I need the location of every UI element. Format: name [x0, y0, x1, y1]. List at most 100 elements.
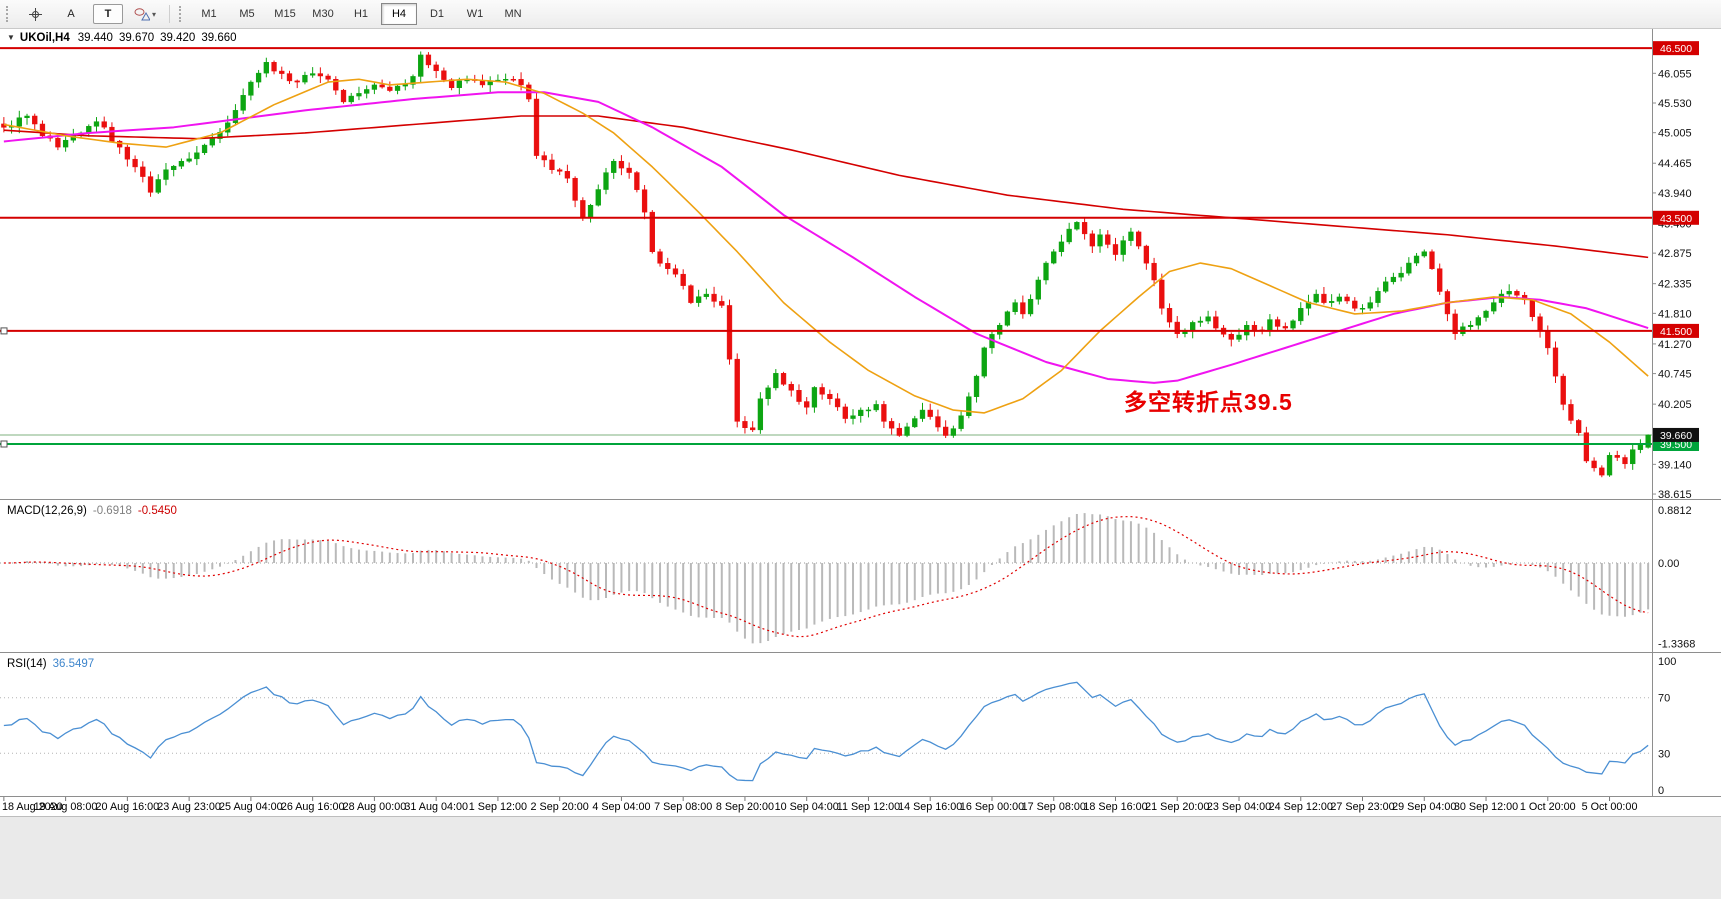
svg-text:43.500: 43.500	[1660, 213, 1692, 225]
price-badge-39.660: 39.660	[1653, 427, 1699, 442]
svg-text:11 Sep 12:00: 11 Sep 12:00	[837, 801, 900, 813]
ma-slow-line	[3, 115, 1649, 259]
rsi-indicator-label: RSI(14) 36.5497	[7, 658, 94, 670]
svg-text:1 Oct 20:00: 1 Oct 20:00	[1520, 801, 1576, 813]
timeframe-button-d1[interactable]: D1	[429, 8, 445, 20]
svg-text:42.335: 42.335	[1658, 279, 1692, 291]
dropdown-caret-icon: ▾	[151, 9, 156, 19]
svg-text:18 Aug 2020: 18 Aug 2020	[2, 801, 63, 813]
svg-text:23 Sep 04:00: 23 Sep 04:00	[1207, 801, 1271, 813]
rsi-value: 36.5497	[52, 658, 95, 670]
svg-text:23 Aug 23:00: 23 Aug 23:00	[157, 801, 221, 813]
macd-panel: 0.8812 0.00 -1.3368	[0, 505, 1695, 650]
timeframe-button-m30[interactable]: M30	[312, 8, 334, 20]
svg-text:41.500: 41.500	[1660, 326, 1692, 338]
svg-text:28 Aug 00:00: 28 Aug 00:00	[343, 801, 407, 813]
timeframe-button-mn[interactable]: MN	[504, 8, 522, 20]
rsi-panel: 100 70 30 0	[0, 656, 1676, 797]
svg-text:45.530: 45.530	[1658, 98, 1692, 110]
timeframe-button-w1[interactable]: W1	[466, 8, 484, 20]
bottom-empty-area	[0, 816, 1721, 899]
rsi-label: RSI(14)	[7, 658, 47, 670]
svg-text:2 Sep 20:00: 2 Sep 20:00	[531, 801, 589, 813]
svg-text:39.140: 39.140	[1658, 459, 1692, 471]
macd-label: MACD(12,26,9)	[7, 505, 87, 517]
svg-text:0: 0	[1658, 785, 1664, 797]
shapes-tool-button[interactable]: ▾	[127, 2, 163, 26]
candles-layer	[1, 51, 1651, 478]
close-value: 39.660	[201, 32, 237, 44]
ma-fast-line	[3, 78, 1649, 414]
svg-text:7 Sep 08:00: 7 Sep 08:00	[654, 801, 712, 813]
svg-text:8 Sep 20:00: 8 Sep 20:00	[716, 801, 774, 813]
horizontal-lines[interactable]	[0, 47, 1652, 448]
macd-value: -0.6918	[92, 505, 132, 517]
svg-text:27 Sep 23:00: 27 Sep 23:00	[1330, 801, 1394, 813]
open-value: 39.440	[77, 32, 113, 44]
svg-text:0.00: 0.00	[1658, 558, 1679, 570]
svg-text:44.465: 44.465	[1658, 158, 1692, 170]
price-badge-43.500: 43.500	[1653, 210, 1699, 225]
svg-text:46.500: 46.500	[1660, 43, 1692, 55]
timeframe-button-m1[interactable]: M1	[201, 8, 217, 20]
timeframe-toolbar: M1 M5 M15 M30 H1 H4 D1 W1 MN	[190, 3, 532, 25]
toolbar-grip[interactable]	[6, 6, 11, 22]
svg-text:39.660: 39.660	[1660, 430, 1692, 442]
price-badge-46.500: 46.500	[1653, 41, 1699, 56]
toolbar: A T ▾ M1 M5 M15 M30 H1 H4 D1 W1 MN	[0, 0, 1721, 29]
svg-text:19 Aug 08:00: 19 Aug 08:00	[34, 801, 98, 813]
timeframe-button-h1[interactable]: H1	[353, 8, 369, 20]
svg-text:30: 30	[1658, 748, 1670, 760]
svg-text:42.875: 42.875	[1658, 248, 1692, 260]
svg-text:24 Sep 12:00: 24 Sep 12:00	[1269, 801, 1333, 813]
svg-text:10 Sep 04:00: 10 Sep 04:00	[775, 801, 839, 813]
ma-mid-line	[3, 91, 1649, 384]
panel-separators	[0, 28, 1721, 797]
timeframe-button-m5[interactable]: M5	[239, 8, 255, 20]
label-tool-button[interactable]: A	[67, 8, 75, 20]
svg-text:41.270: 41.270	[1658, 339, 1692, 351]
svg-text:1 Sep 12:00: 1 Sep 12:00	[469, 801, 527, 813]
svg-text:39.500: 39.500	[1660, 439, 1692, 451]
svg-text:21 Sep 20:00: 21 Sep 20:00	[1145, 801, 1209, 813]
crosshair-icon	[28, 7, 42, 21]
svg-text:29 Sep 04:00: 29 Sep 04:00	[1392, 801, 1456, 813]
text-tool-button[interactable]: T	[93, 4, 123, 24]
svg-text:31 Aug 04:00: 31 Aug 04:00	[404, 801, 468, 813]
timeframe-toolbar-grip[interactable]	[179, 6, 184, 22]
svg-text:25 Aug 04:00: 25 Aug 04:00	[219, 801, 283, 813]
svg-text:40.205: 40.205	[1658, 399, 1692, 411]
svg-text:4 Sep 04:00: 4 Sep 04:00	[592, 801, 650, 813]
svg-text:14 Sep 16:00: 14 Sep 16:00	[898, 801, 962, 813]
expander-triangle-icon[interactable]: ▼	[7, 33, 15, 42]
symbol-period-label: UKOil,H4	[19, 32, 70, 44]
svg-text:40.745: 40.745	[1658, 369, 1692, 381]
svg-text:17 Sep 08:00: 17 Sep 08:00	[1022, 801, 1086, 813]
low-value: 39.420	[160, 32, 196, 44]
cursor-tool-button[interactable]	[17, 2, 53, 26]
svg-text:0.8812: 0.8812	[1658, 505, 1692, 517]
svg-text:16 Sep 00:00: 16 Sep 00:00	[960, 801, 1024, 813]
svg-text:45.005: 45.005	[1658, 128, 1692, 140]
price-scale[interactable]: 46.05545.53045.00544.46543.94043.40042.8…	[1652, 41, 1699, 501]
timeframe-button-m15[interactable]: M15	[274, 8, 296, 20]
svg-text:30 Sep 12:00: 30 Sep 12:00	[1454, 801, 1518, 813]
svg-text:18 Sep 16:00: 18 Sep 16:00	[1083, 801, 1147, 813]
toolbar-separator	[169, 5, 170, 23]
svg-text:20 Aug 16:00: 20 Aug 16:00	[96, 801, 160, 813]
macd-signal-value: -0.5450	[137, 505, 177, 517]
timeframe-button-h4[interactable]: H4	[381, 3, 417, 25]
svg-text:38.615: 38.615	[1658, 489, 1692, 501]
price-badge-41.500: 41.500	[1653, 323, 1699, 338]
shapes-icon	[134, 8, 150, 21]
svg-text:41.810: 41.810	[1658, 308, 1692, 320]
svg-text:5 Oct 00:00: 5 Oct 00:00	[1582, 801, 1638, 813]
macd-indicator-label: MACD(12,26,9) -0.6918 -0.5450	[7, 505, 177, 517]
chart-annotation-text[interactable]: 多空转折点39.5	[1124, 389, 1293, 415]
svg-text:70: 70	[1658, 693, 1670, 705]
ohlc-info-line: ▼ UKOil,H4 39.440 39.670 39.420 39.660	[7, 32, 243, 44]
svg-text:46.055: 46.055	[1658, 68, 1692, 80]
